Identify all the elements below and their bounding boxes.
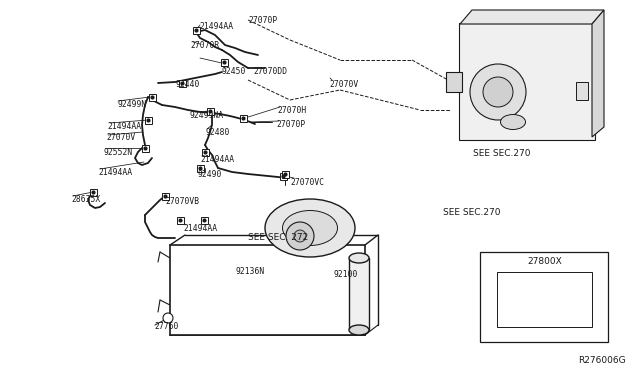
Text: 27800X: 27800X <box>527 257 562 266</box>
Text: 27070P: 27070P <box>248 16 277 25</box>
Circle shape <box>470 64 526 120</box>
Bar <box>193 26 200 33</box>
Bar <box>200 217 207 224</box>
Text: 92499NA: 92499NA <box>190 111 224 120</box>
Ellipse shape <box>349 253 369 263</box>
FancyBboxPatch shape <box>459 23 595 140</box>
Bar <box>161 192 168 199</box>
Text: 92499N: 92499N <box>117 100 147 109</box>
Text: 21494AA: 21494AA <box>199 22 233 31</box>
Bar <box>179 80 186 87</box>
Text: 92136N: 92136N <box>235 267 264 276</box>
Bar <box>207 108 214 115</box>
Text: SEE SEC.270: SEE SEC.270 <box>443 208 500 217</box>
Circle shape <box>483 77 513 107</box>
Bar <box>221 58 227 65</box>
Bar <box>239 115 246 122</box>
Ellipse shape <box>349 325 369 335</box>
Text: SEE SEC. 272: SEE SEC. 272 <box>248 233 308 242</box>
Text: 92490: 92490 <box>198 170 222 179</box>
Text: 27070DD: 27070DD <box>253 67 287 76</box>
Circle shape <box>163 313 173 323</box>
Text: SEE SEC.270: SEE SEC.270 <box>473 150 531 158</box>
Polygon shape <box>592 10 604 137</box>
Bar <box>196 164 204 171</box>
Text: 27070P: 27070P <box>276 120 305 129</box>
Bar <box>177 217 184 224</box>
Bar <box>497 272 592 327</box>
Bar <box>90 189 97 196</box>
Bar <box>148 93 156 100</box>
Bar <box>349 258 369 330</box>
Polygon shape <box>460 10 604 24</box>
Bar <box>480 252 608 342</box>
Text: 27760: 27760 <box>154 322 179 331</box>
Text: 92440: 92440 <box>176 80 200 89</box>
Bar <box>576 82 588 100</box>
Text: 21494AA: 21494AA <box>183 224 217 233</box>
Bar <box>202 148 209 155</box>
Ellipse shape <box>265 199 355 257</box>
Text: 92450: 92450 <box>222 67 246 76</box>
Bar <box>145 116 152 124</box>
Text: 92100: 92100 <box>334 270 358 279</box>
Text: 27070VC: 27070VC <box>290 178 324 187</box>
Circle shape <box>294 230 306 242</box>
Polygon shape <box>170 245 365 335</box>
Bar <box>280 173 287 180</box>
Bar <box>446 72 462 92</box>
Text: 27070R: 27070R <box>190 41 220 50</box>
Text: 92552N: 92552N <box>103 148 132 157</box>
Bar <box>282 170 289 177</box>
Text: 27070V: 27070V <box>329 80 358 89</box>
Text: 28635X: 28635X <box>71 195 100 204</box>
Circle shape <box>286 222 314 250</box>
Text: 27070H: 27070H <box>277 106 307 115</box>
Text: 21494AA: 21494AA <box>107 122 141 131</box>
Ellipse shape <box>282 211 337 246</box>
Text: 21494AA: 21494AA <box>98 168 132 177</box>
Bar <box>141 144 148 151</box>
Text: 21494AA: 21494AA <box>200 155 234 164</box>
Text: 27070VB: 27070VB <box>165 197 199 206</box>
Text: R276006G: R276006G <box>578 356 626 365</box>
Text: 92480: 92480 <box>205 128 229 137</box>
Text: 27070V: 27070V <box>106 133 135 142</box>
Ellipse shape <box>500 115 525 129</box>
